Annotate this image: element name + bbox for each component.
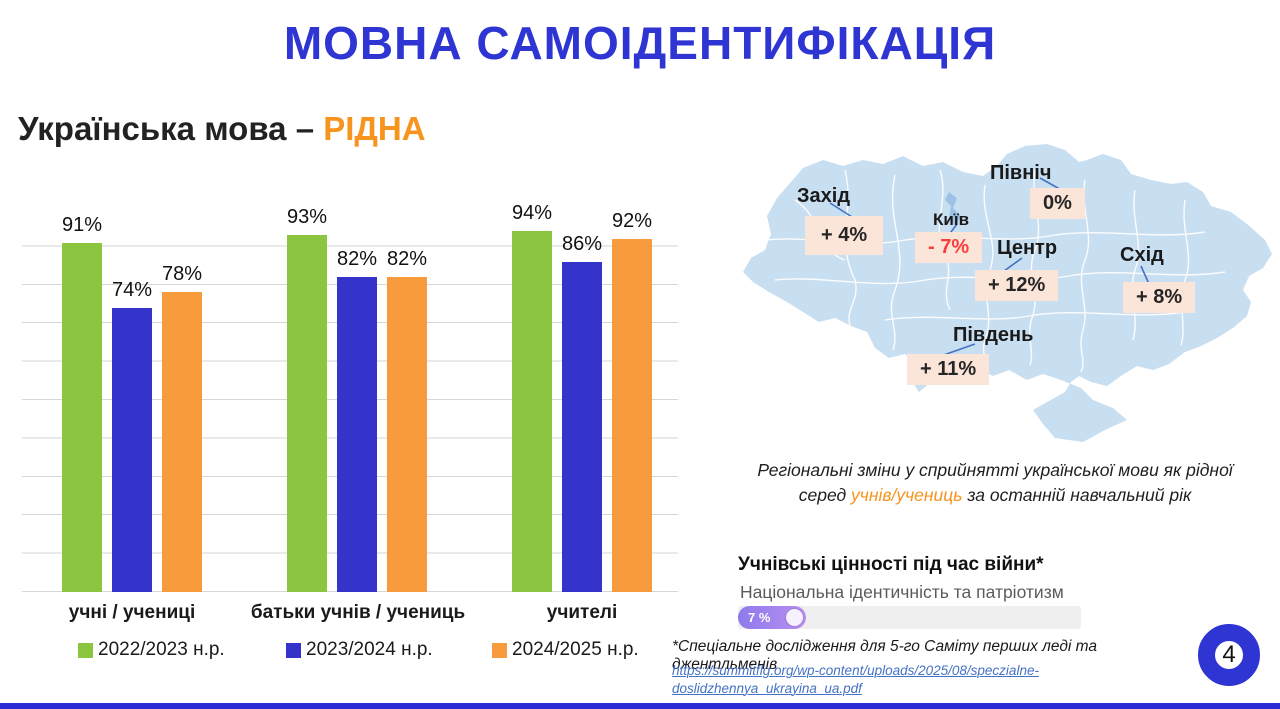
- bar-chart: 91% 74% 78% 93% 82% 82% 94% 86% 92%: [22, 202, 678, 592]
- legend-label: 2022/2023 н.р.: [98, 639, 225, 660]
- caption-part2: за останній навчальний рік: [962, 484, 1192, 505]
- source-url-line1: https://summitflg.org/wp-content/uploads…: [672, 663, 1039, 678]
- region-name-east: Схід: [1120, 244, 1164, 266]
- region-value-west: + 4%: [805, 216, 884, 255]
- subtitle-highlight: РІДНА: [323, 110, 426, 147]
- map-caption: Регіональні зміни у сприйнятті українськ…: [715, 458, 1275, 507]
- category-label-students: учні / учениці: [68, 602, 196, 623]
- progress-fill: 7 %: [738, 606, 806, 629]
- region-name-north: Північ: [990, 162, 1052, 184]
- bar--0: [62, 243, 102, 592]
- legend-item-2022: 2022/2023 н.р.: [78, 639, 225, 661]
- bar--1: [337, 277, 377, 592]
- section-subtitle: Українська мова – РІДНА: [18, 110, 426, 148]
- source-url-line2: doslidzhennya_ukrayina_ua.pdf: [672, 680, 862, 696]
- caption-part1: серед: [798, 484, 852, 505]
- bar--0: [287, 235, 327, 592]
- region-name-center: Центр: [997, 237, 1058, 259]
- bar--2: [387, 277, 427, 592]
- category-label-parents: батьки учнів / учениць: [250, 602, 466, 623]
- bar-value-label: 82%: [336, 248, 378, 270]
- values-item-label: Національна ідентичність та патріотизм: [740, 582, 1064, 602]
- footnote: *Спеціальне дослідження для 5-го Саміту …: [672, 638, 1098, 673]
- caption-line1: Регіональні зміни у сприйнятті українськ…: [757, 460, 1233, 480]
- bar--2: [162, 292, 202, 592]
- legend-label: 2023/2024 н.р.: [306, 639, 433, 660]
- bar--2: [612, 239, 652, 592]
- legend-swatch-blue: [286, 642, 301, 658]
- bar-value-label: 92%: [611, 210, 653, 232]
- region-value-center: + 12%: [975, 270, 1059, 301]
- region-value-east: + 8%: [1123, 282, 1196, 313]
- region-value-south: + 11%: [907, 354, 990, 385]
- region-name-south: Південь: [953, 324, 1034, 346]
- source-url-link[interactable]: https://summitflg.org/wp-content/uploads…: [672, 662, 1092, 697]
- bar-value-label: 78%: [161, 263, 203, 285]
- bar-value-label: 94%: [511, 202, 553, 224]
- legend-swatch-green: [78, 642, 93, 658]
- bar--0: [512, 231, 552, 592]
- bar-value-label: 93%: [286, 206, 328, 228]
- kyiv-reservoir: [945, 192, 961, 226]
- region-value-kyiv: - 7%: [915, 232, 983, 263]
- bar-value-label: 91%: [61, 214, 103, 236]
- legend-item-2023: 2023/2024 н.р.: [286, 639, 433, 661]
- region-name-kyiv: Київ: [933, 210, 970, 229]
- bar--1: [562, 262, 602, 592]
- progress-percent-label: 7 %: [748, 610, 771, 625]
- progress-bar: 7 %: [738, 606, 1081, 629]
- region-name-west: Захід: [797, 185, 851, 207]
- bar--1: [112, 308, 152, 592]
- bar-value-label: 86%: [561, 233, 603, 255]
- legend-swatch-orange: [492, 642, 507, 658]
- footer-accent-bar: [0, 703, 1280, 709]
- ukraine-map: Захід + 4% Північ 0% Київ - 7% Центр + 1…: [735, 140, 1275, 450]
- legend-item-2024: 2024/2025 н.р.: [492, 639, 639, 661]
- bar-value-label: 82%: [386, 248, 428, 270]
- subtitle-text: Українська мова –: [18, 110, 324, 147]
- region-value-north: 0%: [1030, 188, 1085, 219]
- page-number-badge: 4: [1198, 624, 1260, 686]
- page-title: МОВНА САМОІДЕНТИФІКАЦІЯ: [283, 17, 997, 69]
- category-label-teachers: учителі: [546, 602, 618, 623]
- bar-value-label: 74%: [111, 279, 153, 301]
- page-number: 4: [1222, 641, 1236, 668]
- progress-knob-icon: [786, 609, 803, 626]
- caption-highlight: учнів/учениць: [851, 484, 963, 505]
- legend-label: 2024/2025 н.р.: [512, 639, 639, 660]
- values-heading: Учнівські цінності під час війни*: [738, 554, 1044, 575]
